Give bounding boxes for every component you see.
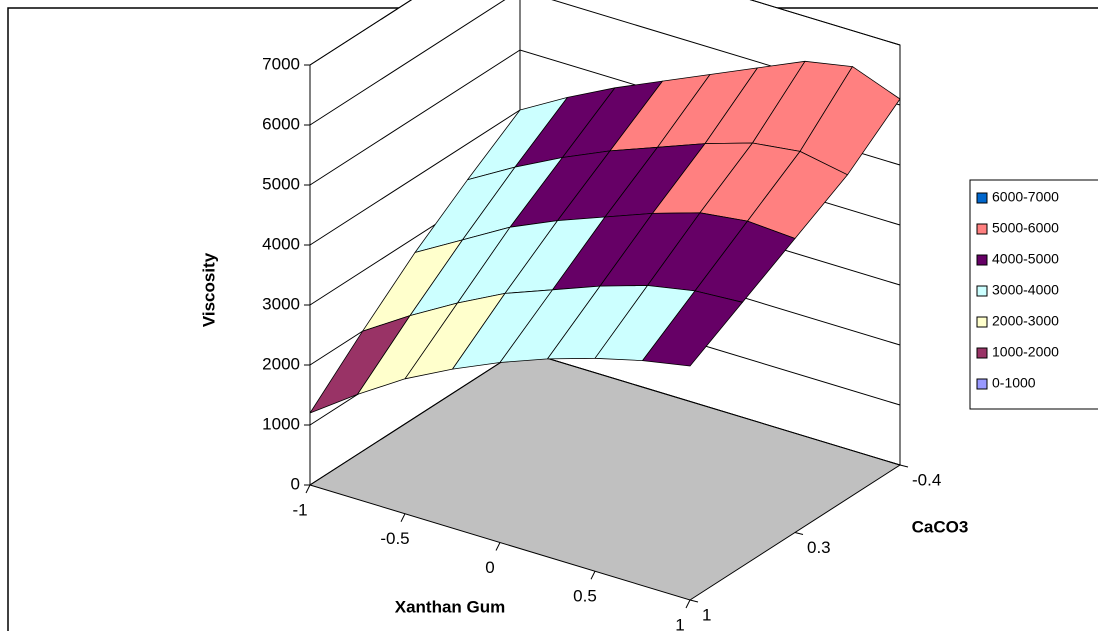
- legend-swatch: [976, 378, 988, 390]
- x-tick-label: -1: [292, 500, 307, 519]
- z-tick-label: 7000: [262, 54, 300, 73]
- surface-cell: [642, 290, 743, 367]
- legend-box: [969, 179, 1098, 410]
- legend-label: 0-1000: [992, 375, 1036, 391]
- x-tick-label: 1: [675, 615, 684, 631]
- x-tick: [495, 542, 501, 551]
- z-tick-label: 5000: [262, 174, 300, 193]
- y-tick-label: -0.4: [912, 470, 941, 489]
- legend-swatch: [976, 316, 988, 328]
- z-tick-label: 1000: [262, 414, 300, 433]
- z-axis-title: Viscosity: [199, 252, 218, 327]
- x-tick: [305, 484, 311, 494]
- x-tick: [590, 571, 596, 580]
- legend-label: 6000-7000: [992, 189, 1059, 205]
- y-axis-title: CaCO3: [912, 517, 969, 536]
- legend-label: 4000-5000: [992, 251, 1059, 267]
- y-tick-label: 1: [702, 605, 711, 624]
- y-tick: [899, 464, 909, 468]
- legend-label: 2000-3000: [992, 313, 1059, 329]
- legend-swatch: [976, 285, 988, 297]
- legend-swatch: [976, 223, 988, 235]
- legend-label: 5000-6000: [992, 220, 1059, 236]
- x-tick-label: 0.5: [573, 587, 597, 606]
- legend-swatch: [976, 347, 988, 359]
- z-tick-label: 0: [291, 474, 300, 493]
- legend-swatch: [976, 192, 988, 204]
- z-tick-label: 2000: [262, 354, 300, 373]
- legend-label: 1000-2000: [992, 344, 1059, 360]
- z-tick-label: 6000: [262, 114, 300, 133]
- z-tick-label: 3000: [262, 294, 300, 313]
- z-tick-label: 4000: [262, 234, 300, 253]
- legend-label: 3000-4000: [992, 282, 1059, 298]
- y-tick: [689, 599, 699, 603]
- x-tick: [685, 599, 691, 609]
- x-axis-title: Xanthan Gum: [395, 597, 506, 616]
- x-tick: [400, 513, 406, 522]
- x-tick-label: 0: [485, 558, 494, 577]
- y-tick: [794, 532, 804, 535]
- grid-line: [309, 0, 901, 66]
- y-tick-label: 0.3: [807, 538, 831, 557]
- legend-swatch: [976, 254, 988, 266]
- x-tick-label: -0.5: [380, 529, 409, 548]
